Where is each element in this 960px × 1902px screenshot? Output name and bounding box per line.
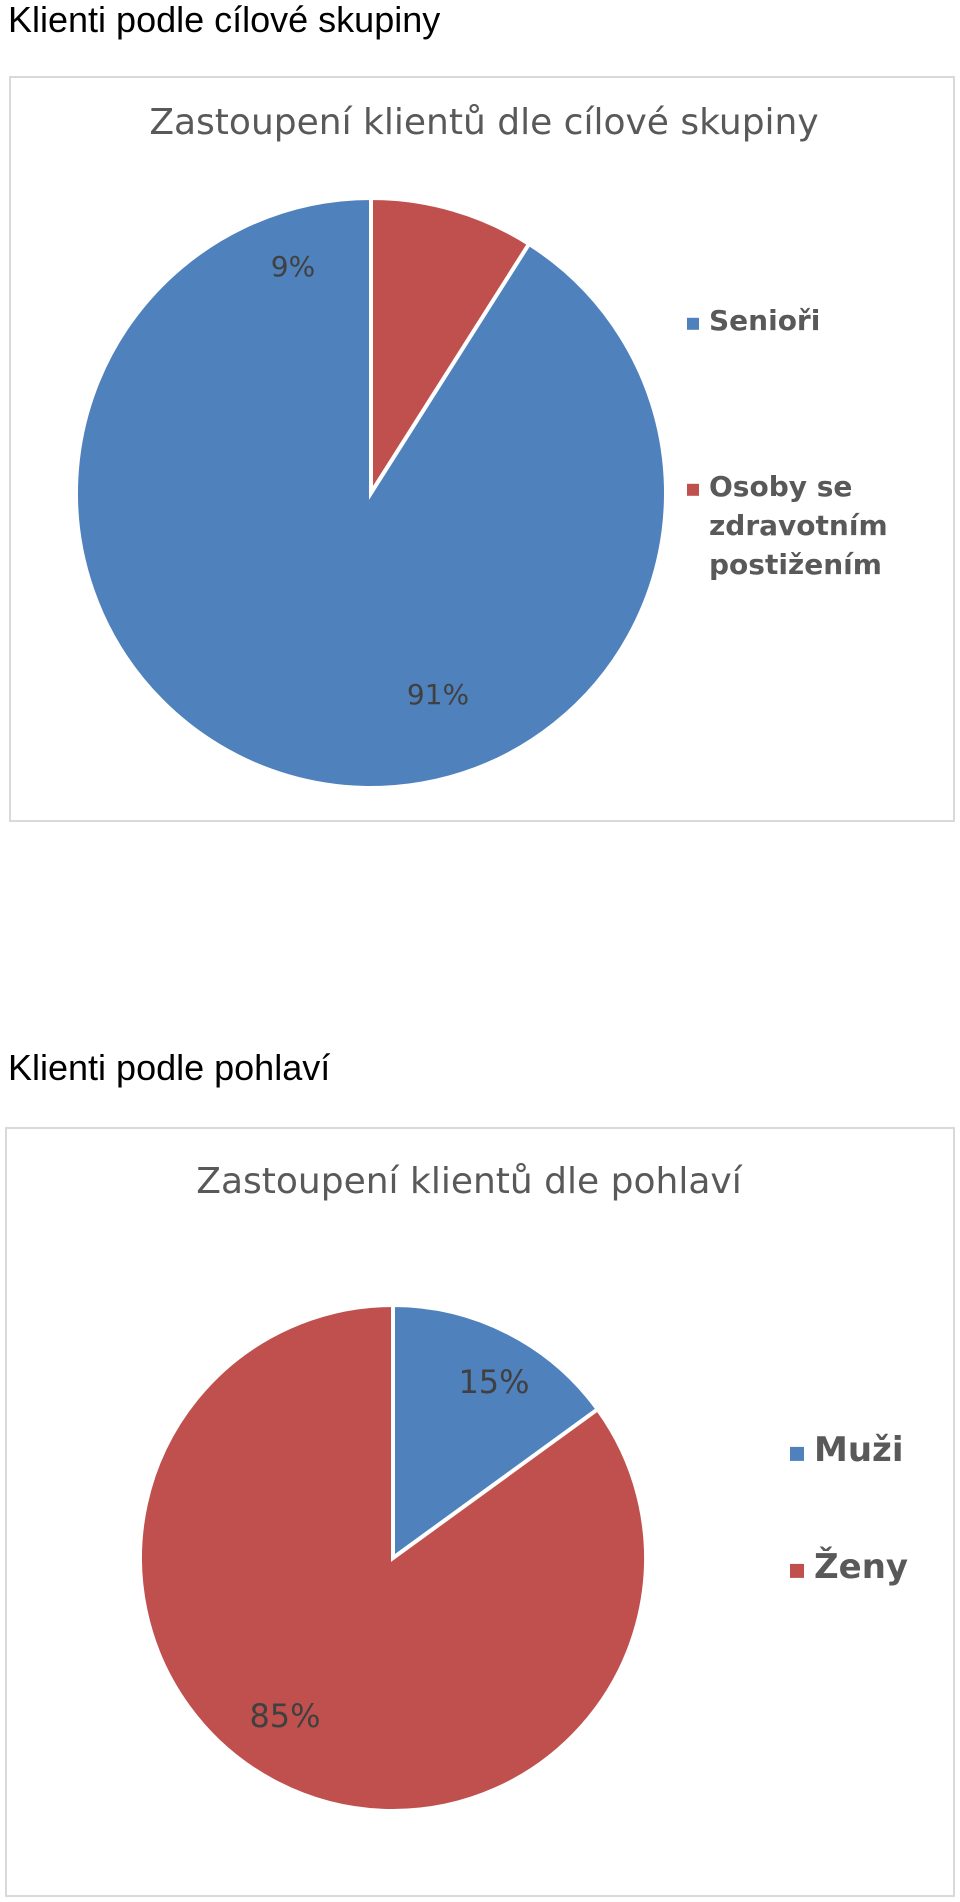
data-label: 15% [458,1363,529,1401]
legend-entry: Muži [814,1430,903,1470]
legend-label: postižením [709,548,882,581]
pie-slice-target-group-0 [74,195,668,790]
legend-entry: Senioři [709,304,820,337]
chart-title: Zastoupení klientů dle cílové skupiny [149,102,818,143]
data-label: 85% [249,1697,320,1735]
legend-label: Senioři [709,304,820,337]
legend-swatch [790,1563,804,1578]
legend-label: Muži [814,1430,903,1470]
legend-label: zdravotním [709,509,888,542]
data-label: 91% [407,678,469,711]
pie-chart-target-group: Zastoupení klientů dle cílové skupiny 91%… [9,76,955,822]
legend-entry: Osoby se zdravotním postižením [709,470,888,581]
pie-chart-gender: Zastoupení klientů dle pohlaví 15% 85% Muži… [5,1127,955,1897]
legend-label: Osoby se [709,470,852,503]
data-label: 9% [271,250,315,283]
legend-label: Ženy [814,1546,908,1587]
legend-swatch [790,1446,804,1461]
pie-slice-gender-0 [391,1302,601,1562]
pie-slice-gender-1 [137,1302,648,1813]
section-heading-gender: Klienti podle pohlaví [8,1047,331,1088]
legend-swatch [687,317,699,330]
legend-entry: Ženy [814,1546,908,1587]
section-heading-target-group: Klienti podle cílové skupiny [8,0,441,40]
chart-title: Zastoupení klientů dle pohlaví [196,1161,742,1202]
pie-chart-gender-svg: Zastoupení klientů dle pohlaví 15% 85% Muži… [137,1161,908,1813]
legend-swatch [687,483,699,496]
pie-chart-target-group-svg: Zastoupení klientů dle cílové skupiny 91%… [74,102,888,790]
pie-slice-target-group-1 [369,195,532,500]
